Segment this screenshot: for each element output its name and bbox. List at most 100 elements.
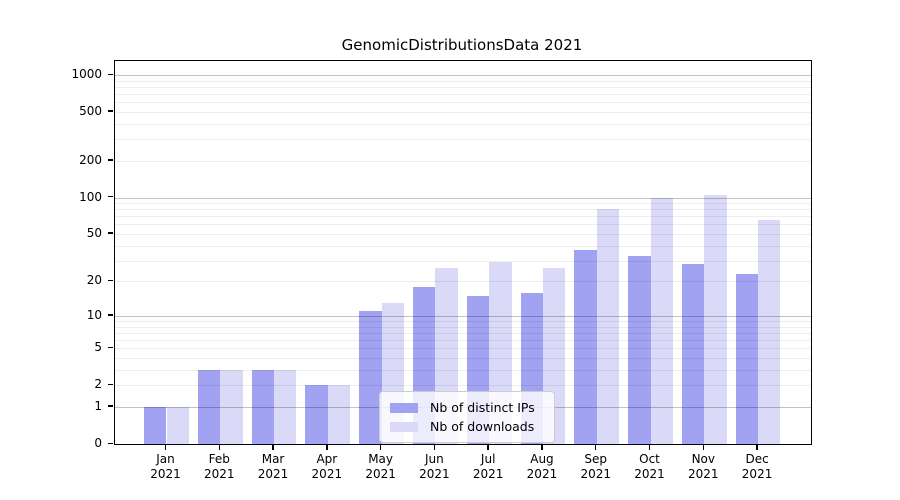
x-tick-label-line: 2021: [257, 467, 289, 481]
bar-downloads: [650, 197, 673, 444]
x-tick-label-line: 2021: [688, 467, 719, 481]
legend-item-distinct-ips: Nb of distinct IPs: [386, 398, 544, 417]
gridline-minor: [115, 340, 811, 342]
x-tick-mark: [433, 445, 436, 450]
plot-area: Nb of distinct IPs Nb of downloads: [114, 60, 812, 445]
y-tick-mark: [108, 159, 113, 161]
y-tick-mark: [108, 73, 113, 75]
bar-downloads: [166, 406, 189, 444]
gridline-minor: [115, 160, 811, 162]
x-tick-label-line: Dec: [745, 452, 769, 466]
x-tick-mark: [541, 445, 543, 450]
y-tick-mark: [108, 110, 113, 112]
x-tick-label-line: 2021: [526, 467, 558, 481]
y-tick-mark: [108, 346, 113, 349]
gridline-minor: [115, 348, 811, 350]
gridline-minor: [115, 209, 811, 211]
x-tick-label-line: Sep: [584, 452, 608, 466]
gridline-minor: [115, 80, 811, 82]
legend-swatch-downloads: [390, 421, 418, 432]
bar-distinct-ips: [197, 369, 221, 444]
x-tick-mark: [326, 445, 328, 450]
x-tick-mark: [595, 445, 597, 450]
x-tick-label-line: Nov: [691, 452, 715, 466]
x-tick-mark: [648, 445, 651, 450]
x-tick-label: Jun 2021: [404, 452, 464, 482]
gridline-minor: [115, 233, 811, 235]
x-tick-label: Sep 2021: [566, 452, 626, 482]
y-tick-mark: [108, 196, 113, 198]
y-tick-label: 5: [94, 340, 102, 355]
x-tick-label: Feb 2021: [189, 452, 249, 482]
gridline-minor: [115, 94, 811, 96]
x-tick-mark: [218, 445, 220, 450]
gridline-major: [115, 197, 811, 199]
y-tick-label: 50: [86, 225, 102, 240]
gridline-minor: [115, 369, 811, 371]
legend-swatch-distinct-ips: [390, 402, 418, 413]
x-tick-label-line: Apr: [316, 452, 338, 466]
y-tick-label: 0: [94, 436, 102, 450]
gridline-major: [115, 75, 811, 76]
bar-downloads: [220, 369, 243, 444]
x-tick-label: Aug 2021: [512, 452, 572, 482]
x-tick-label-line: Feb: [208, 452, 230, 466]
x-tick-label-line: 2021: [150, 467, 181, 481]
x-tick-label: Oct 2021: [620, 452, 680, 482]
x-tick-label-line: 2021: [365, 467, 396, 481]
x-tick-mark: [379, 445, 382, 450]
gridline-minor: [115, 321, 811, 323]
gridline-minor: [115, 216, 811, 218]
y-tick-mark: [108, 383, 113, 386]
gridline-major: [115, 315, 811, 317]
x-tick-label-line: Jul: [480, 452, 496, 466]
gridline-minor: [115, 102, 811, 104]
bar-distinct-ips: [144, 406, 167, 444]
x-tick-label-line: 2021: [419, 467, 450, 481]
bar-downloads: [704, 194, 727, 444]
gridline-minor: [115, 281, 811, 283]
x-tick-label-line: Jan: [156, 452, 175, 466]
x-tick-label: Dec 2021: [727, 452, 787, 482]
x-tick-label-line: 2021: [580, 467, 611, 481]
x-tick-label-line: 2021: [472, 467, 504, 481]
x-tick-label-line: 2021: [634, 467, 665, 481]
bar-distinct-ips: [305, 385, 328, 444]
gridline-minor: [115, 332, 811, 334]
bar-downloads: [274, 369, 297, 444]
gridline-minor: [115, 111, 811, 113]
y-tick-label: 2: [94, 377, 102, 392]
y-tick-label: 10: [86, 307, 102, 322]
x-tick-mark: [487, 445, 489, 450]
x-tick-label-line: Oct: [639, 452, 660, 466]
x-tick-mark: [164, 445, 167, 450]
gridline-minor: [115, 86, 811, 88]
x-tick-label-line: Aug: [530, 452, 554, 466]
gridline-minor: [115, 358, 811, 360]
chart-title: GenomicDistributionsData 2021: [341, 36, 583, 54]
bar-distinct-ips: [251, 369, 275, 444]
gridline-minor: [115, 139, 811, 141]
x-tick-mark: [756, 445, 758, 450]
bar-distinct-ips: [574, 249, 597, 444]
x-tick-label: Jul 2021: [458, 452, 518, 482]
bar-downloads: [596, 209, 620, 444]
y-tick-mark: [108, 442, 113, 444]
bar-distinct-ips: [735, 274, 759, 444]
bar-downloads: [758, 220, 781, 444]
x-tick-label: Apr 2021: [297, 452, 357, 482]
legend-item-downloads: Nb of downloads: [386, 417, 544, 436]
legend: Nb of distinct IPs Nb of downloads: [379, 391, 555, 443]
bar-distinct-ips: [628, 255, 651, 444]
legend-label-downloads: Nb of downloads: [430, 419, 535, 434]
y-tick-mark: [108, 405, 113, 407]
gridline-minor: [115, 203, 811, 205]
y-tick-label: 200: [79, 152, 102, 167]
x-tick-label: Jan 2021: [136, 452, 196, 482]
gridline-minor: [115, 260, 811, 262]
y-tick-label: 500: [79, 103, 102, 118]
x-tick-mark: [272, 445, 274, 450]
x-tick-label-line: 2021: [741, 467, 773, 481]
x-tick-label-line: 2021: [311, 467, 343, 481]
